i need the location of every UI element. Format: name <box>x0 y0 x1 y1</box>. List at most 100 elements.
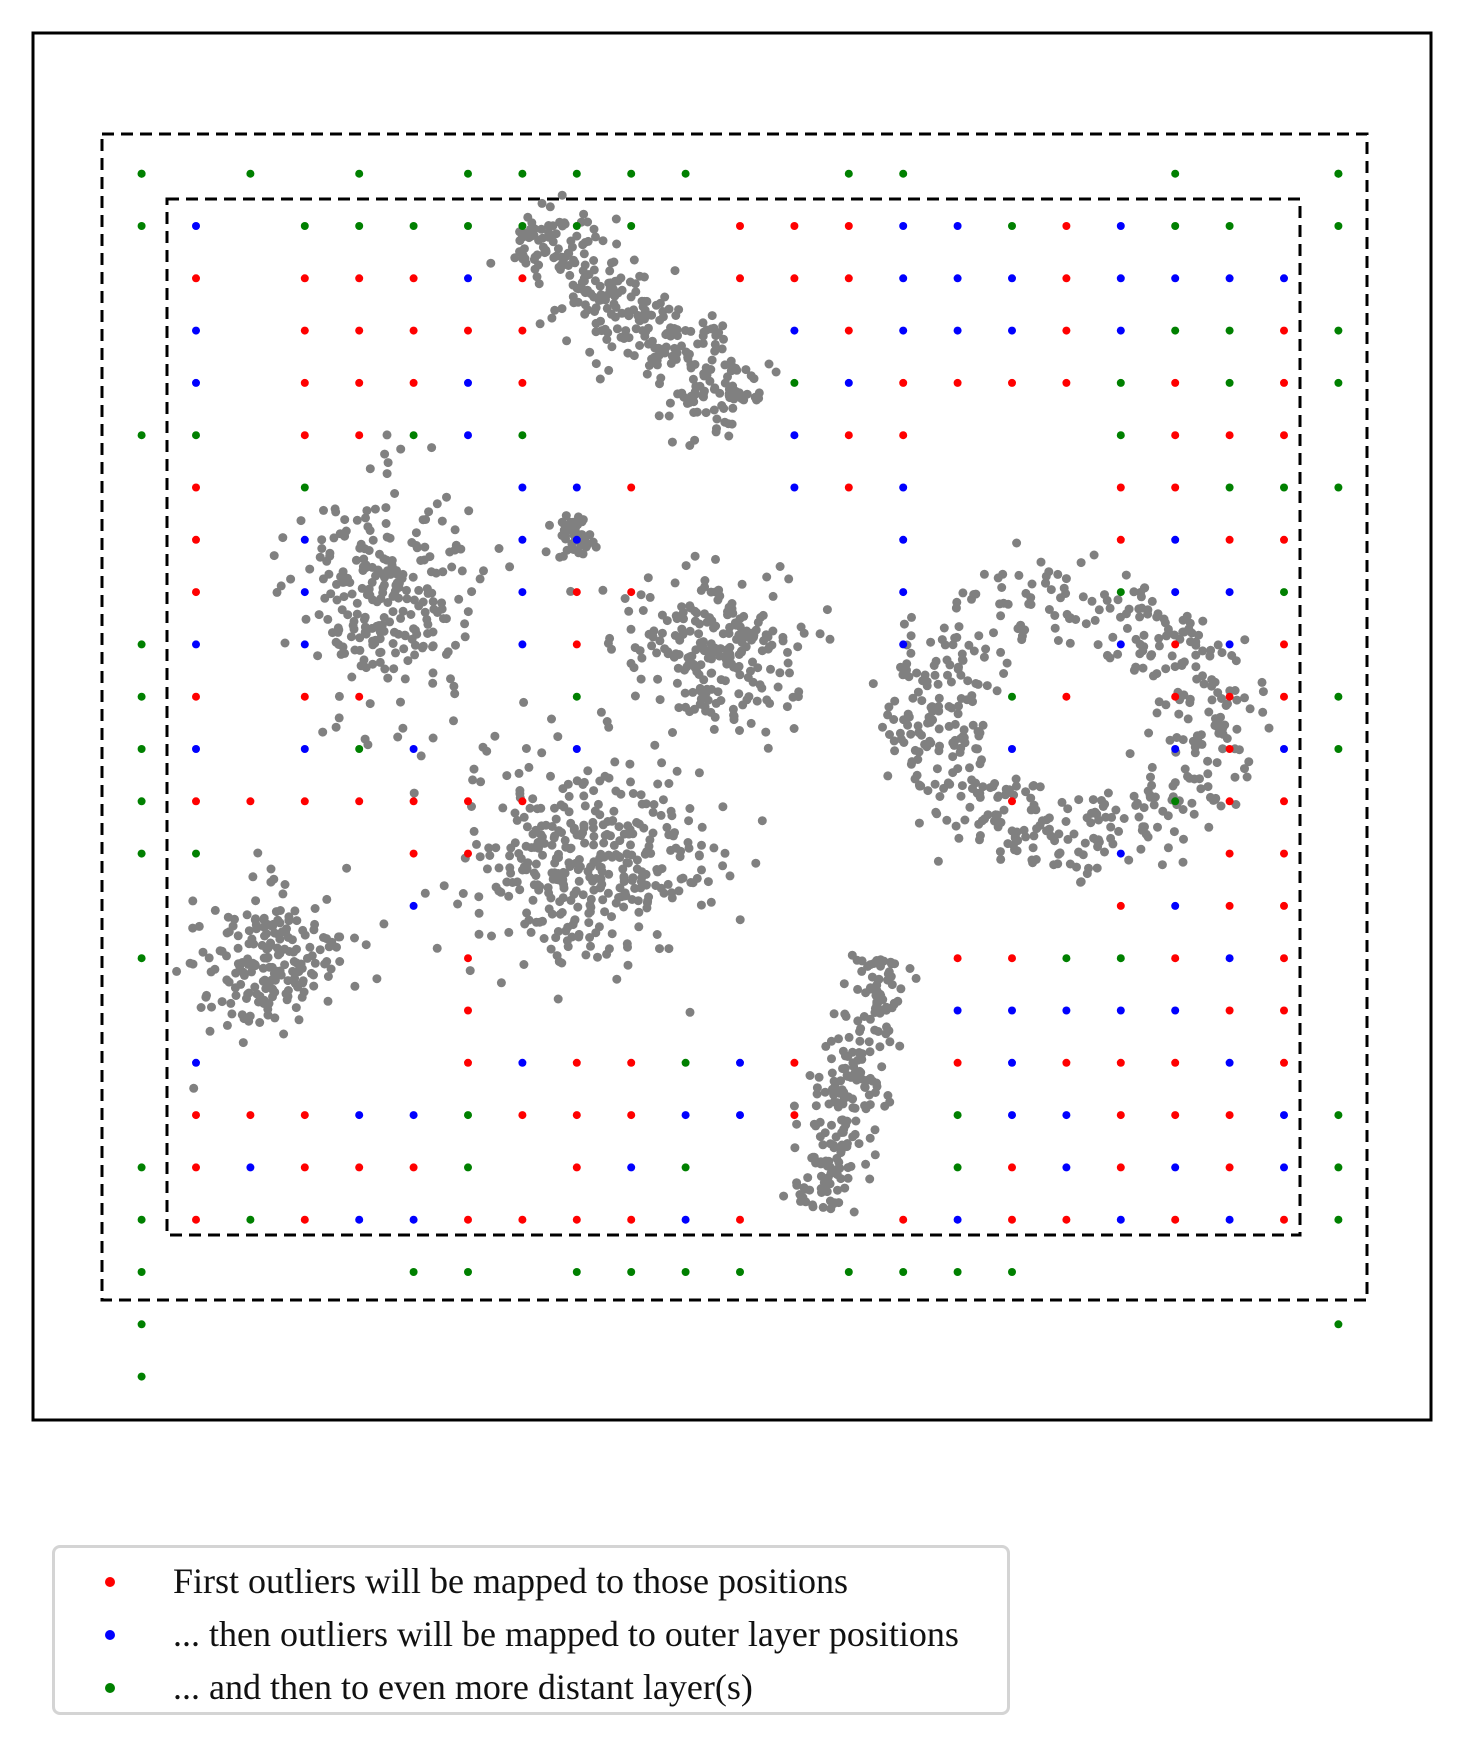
first-layer-point <box>1008 954 1016 963</box>
first-layer-point <box>1280 378 1288 387</box>
embedded-point <box>983 810 993 820</box>
embedded-point <box>402 594 412 604</box>
embedded-point <box>809 1119 819 1129</box>
embedded-point <box>923 718 933 728</box>
embedded-point <box>281 928 291 937</box>
embedded-point <box>580 300 590 310</box>
embedded-point <box>753 663 763 673</box>
embedded-point <box>361 629 371 639</box>
embedded-point <box>951 821 961 831</box>
embedded-point <box>549 833 559 843</box>
embedded-point <box>906 648 916 658</box>
embedded-point <box>709 405 719 415</box>
embedded-point <box>826 1036 836 1046</box>
embedded-point <box>1094 605 1104 615</box>
embedded-point <box>278 533 288 543</box>
embedded-point <box>315 552 325 562</box>
embedded-point <box>226 998 236 1008</box>
embedded-point <box>402 585 411 595</box>
embedded-point <box>428 668 438 678</box>
embedded-point <box>870 1008 880 1017</box>
embedded-point <box>645 592 655 602</box>
first-layer-point <box>1116 483 1125 492</box>
embedded-point <box>391 648 400 658</box>
distant-layer-point <box>1334 1111 1343 1120</box>
embedded-point <box>686 603 695 613</box>
first-layer-point <box>953 378 962 387</box>
first-layer-point <box>1008 1215 1016 1224</box>
embedded-point <box>365 464 375 474</box>
embedded-point <box>832 1098 842 1108</box>
embedded-point <box>558 893 568 903</box>
embedded-point <box>763 743 773 753</box>
embedded-point <box>446 674 455 684</box>
embedded-point <box>557 190 567 200</box>
embedded-point <box>479 566 488 576</box>
embedded-point <box>510 253 520 263</box>
embedded-point <box>334 640 344 649</box>
embedded-point <box>883 771 893 781</box>
embedded-point <box>603 888 613 898</box>
embedded-point <box>1144 728 1154 738</box>
embedded-point <box>476 777 486 787</box>
embedded-point <box>561 252 570 262</box>
embedded-point <box>620 594 630 603</box>
distant-layer-point <box>137 169 146 178</box>
embedded-point <box>631 287 641 297</box>
embedded-point <box>626 624 636 634</box>
embedded-point <box>474 908 484 918</box>
embedded-point <box>629 255 639 265</box>
embedded-point <box>566 895 576 905</box>
embedded-point <box>609 299 619 309</box>
embedded-point <box>685 1007 695 1017</box>
embedded-point <box>1026 805 1036 815</box>
embedded-point <box>720 848 730 858</box>
outer-layer-point <box>355 1215 364 1224</box>
embedded-point <box>589 786 599 796</box>
first-layer-point <box>1280 640 1288 649</box>
embedded-point <box>944 721 954 731</box>
embedded-point <box>729 711 739 721</box>
embedded-point <box>521 865 531 875</box>
embedded-point <box>485 851 495 860</box>
embedded-point <box>561 926 571 936</box>
embedded-point <box>590 307 600 316</box>
first-layer-point <box>1062 1215 1071 1224</box>
embedded-point <box>648 828 658 838</box>
embedded-point <box>666 845 676 855</box>
first-layer-point <box>1008 797 1016 806</box>
embedded-point <box>948 752 958 762</box>
embedded-point <box>498 803 508 813</box>
embedded-point <box>323 996 333 1006</box>
embedded-point <box>825 634 835 644</box>
embedded-point <box>325 548 335 558</box>
embedded-point <box>828 1199 838 1209</box>
embedded-point <box>969 590 979 599</box>
embedded-point <box>735 915 745 925</box>
outer-layer-point <box>790 431 799 440</box>
embedded-point <box>768 591 778 601</box>
outer-layer-point <box>953 222 962 230</box>
embedded-point <box>494 863 504 873</box>
outer-layer-point <box>1008 1006 1016 1015</box>
embedded-point <box>623 942 632 952</box>
embedded-point <box>494 544 504 553</box>
embedded-point <box>932 764 942 774</box>
embedded-point <box>685 707 695 717</box>
outer-layer-point <box>899 640 908 649</box>
embedded-point <box>1258 687 1268 697</box>
outer-layer-point <box>953 1215 962 1224</box>
embedded-point <box>1199 679 1209 689</box>
embedded-point <box>975 831 985 840</box>
first-layer-point <box>1225 692 1234 701</box>
embedded-point <box>1065 614 1074 624</box>
embedded-point <box>544 221 554 230</box>
embedded-point <box>428 627 438 637</box>
embedded-point <box>1017 631 1027 641</box>
embedded-point <box>812 1089 822 1099</box>
embedded-point <box>598 585 608 595</box>
embedded-point <box>816 1159 826 1169</box>
embedded-point <box>1082 869 1092 879</box>
embedded-point <box>585 933 595 942</box>
